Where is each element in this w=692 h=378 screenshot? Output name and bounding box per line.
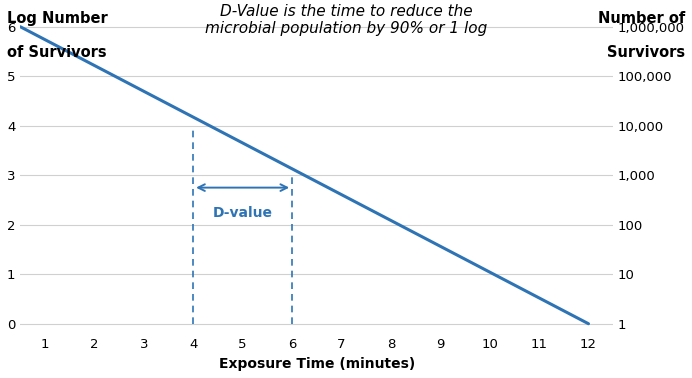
Text: Log Number: Log Number [7, 11, 108, 26]
Text: D-Value is the time to reduce the
microbial population by 90% or 1 log: D-Value is the time to reduce the microb… [205, 4, 487, 36]
Text: Number of: Number of [598, 11, 685, 26]
X-axis label: Exposure Time (minutes): Exposure Time (minutes) [219, 357, 415, 371]
Text: of Survivors: of Survivors [7, 45, 107, 60]
Text: D-value: D-value [212, 206, 273, 220]
Text: Survivors: Survivors [607, 45, 685, 60]
